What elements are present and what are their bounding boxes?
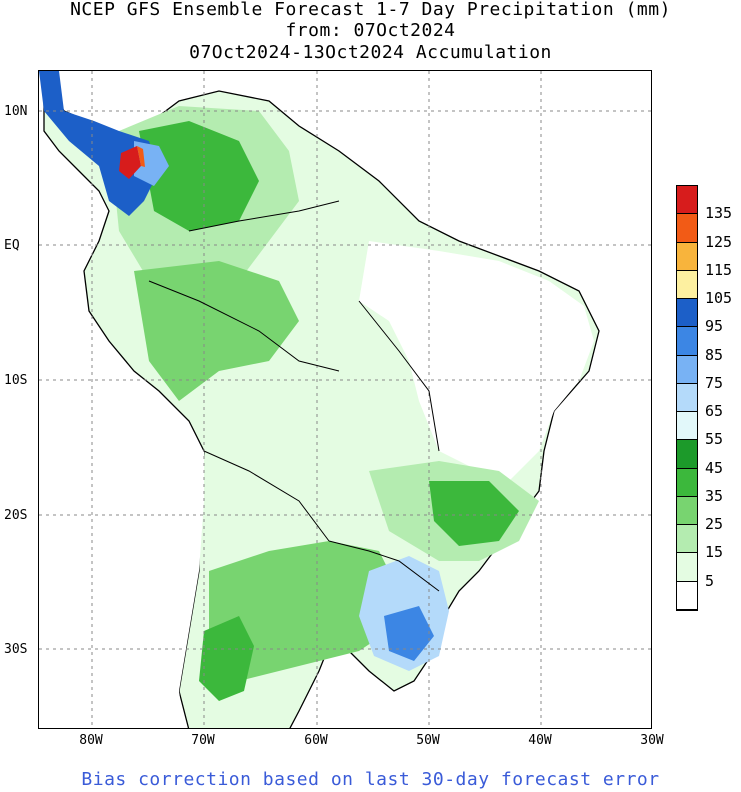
accumulation-period: 07Oct2024-13Oct2024 Accumulation <box>189 42 552 63</box>
legend-swatch <box>677 581 697 610</box>
lat-label-30s: 30S <box>4 642 28 657</box>
lon-label-60w: 60W <box>304 733 328 748</box>
lat-label-eq: EQ <box>4 238 20 253</box>
lon-label-70w: 70W <box>191 733 215 748</box>
legend-label: 55 <box>705 430 724 449</box>
chart-title: NCEP GFS Ensemble Forecast 1-7 Day Preci… <box>70 0 671 20</box>
legend-label: 85 <box>705 345 724 364</box>
legend-swatch <box>677 468 697 497</box>
rain-zone-south <box>209 541 399 681</box>
legend-label: 105 <box>705 289 733 308</box>
legend-swatch <box>677 186 697 215</box>
legend-swatch <box>677 214 697 243</box>
legend-swatch <box>677 270 697 300</box>
lat-label-20s: 20S <box>4 508 28 523</box>
lon-label-30w: 30W <box>640 733 664 748</box>
lat-label-10s: 10S <box>4 373 28 388</box>
legend-swatch <box>677 440 697 469</box>
legend-label: 95 <box>705 317 724 336</box>
graticule <box>39 71 651 728</box>
legend-label: 15 <box>705 543 724 562</box>
legend-swatch <box>677 355 697 384</box>
lon-label-50w: 50W <box>416 733 440 748</box>
legend-swatch <box>677 412 697 441</box>
heavy-rain-pacific-coast <box>39 71 159 216</box>
heavy-rain-south-brazil-core <box>384 606 434 661</box>
map-canvas <box>39 71 651 728</box>
legend-swatch <box>677 327 697 356</box>
legend-swatch <box>677 496 697 526</box>
forecast-init-date: from: 07Oct2024 <box>285 20 456 41</box>
legend-swatch <box>677 553 697 582</box>
lon-label-80w: 80W <box>79 733 103 748</box>
lon-label-40w: 40W <box>528 733 552 748</box>
rain-zone-argentina <box>199 616 254 701</box>
country-borders <box>148 200 440 592</box>
legend-swatch <box>677 383 697 413</box>
legend-label: 65 <box>705 402 724 421</box>
legend-label: 115 <box>705 260 733 279</box>
legend-label: 135 <box>705 204 733 223</box>
legend-swatch <box>677 525 697 554</box>
bias-correction-note: Bias correction based on last 30-day for… <box>81 769 660 790</box>
legend-swatch <box>677 242 697 271</box>
dry-region-northeast <box>359 241 594 481</box>
lat-label-10n: 10N <box>4 104 28 119</box>
legend-label: 25 <box>705 515 724 534</box>
rain-zone-southeast-core <box>429 481 519 546</box>
extreme-rain-colombia <box>119 146 141 179</box>
legend-label: 45 <box>705 458 724 477</box>
extreme-rain-colombia-edge <box>137 146 145 167</box>
precipitation-map <box>38 70 652 729</box>
rain-zone-central <box>134 261 299 401</box>
color-scale-legend <box>676 185 698 611</box>
dry-region-west-andes <box>164 451 204 728</box>
legend-swatch <box>677 299 697 328</box>
legend-label: 35 <box>705 486 724 505</box>
legend-label: 75 <box>705 373 724 392</box>
rain-zone-colombia <box>139 121 259 231</box>
legend-label: 125 <box>705 232 733 251</box>
legend-label: 5 <box>705 571 715 590</box>
